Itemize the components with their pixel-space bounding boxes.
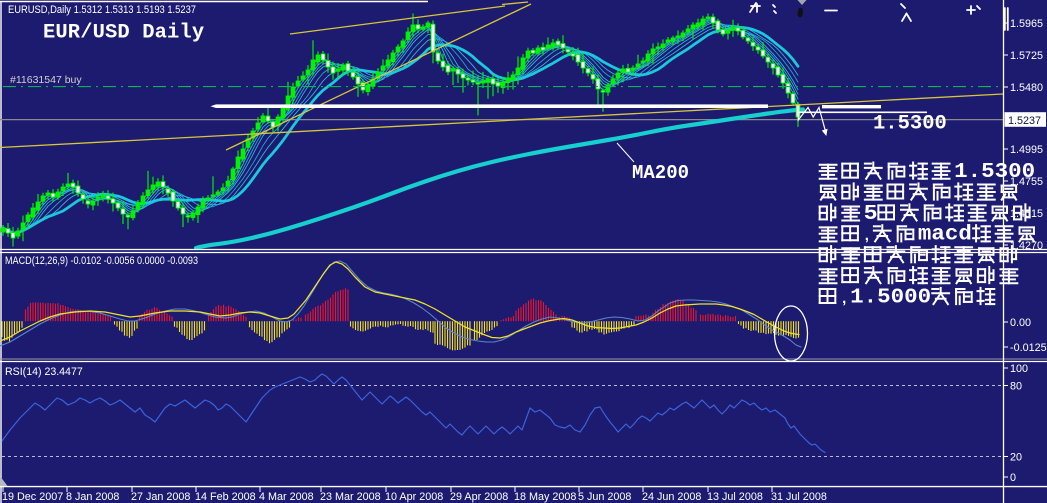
svg-text:80: 80 <box>1010 381 1022 393</box>
svg-text:14 Feb 2008: 14 Feb 2008 <box>195 491 256 503</box>
svg-text:MA200: MA200 <box>632 162 689 184</box>
svg-text:1.5965: 1.5965 <box>1010 18 1043 30</box>
svg-text:20: 20 <box>1010 452 1022 464</box>
svg-text:8 Jan 2008: 8 Jan 2008 <box>66 491 119 503</box>
svg-text:29 Apr 2008: 29 Apr 2008 <box>450 491 508 503</box>
svg-text:MACD(12,26,9) -0.0102 -0.0056: MACD(12,26,9) -0.0102 -0.0056 0.0000 -0.… <box>5 255 198 267</box>
svg-text:5: 5 <box>864 203 878 226</box>
svg-text:100: 100 <box>1010 363 1028 375</box>
svg-text:EUR/USD Daily: EUR/USD Daily <box>43 22 204 45</box>
svg-text:1.5000: 1.5000 <box>850 286 931 309</box>
svg-text:24 Jun 2008: 24 Jun 2008 <box>642 491 701 503</box>
svg-text:5 Jun 2008: 5 Jun 2008 <box>578 491 631 503</box>
svg-text:#11631547 buy: #11631547 buy <box>10 74 82 86</box>
svg-text:1.5300: 1.5300 <box>954 161 1035 184</box>
svg-text:0: 0 <box>1010 472 1016 484</box>
svg-text:4 Mar 2008: 4 Mar 2008 <box>259 491 314 503</box>
svg-text:1.4515: 1.4515 <box>1010 208 1043 220</box>
svg-text:1.5480: 1.5480 <box>1010 82 1043 94</box>
svg-text:13 Jul 2008: 13 Jul 2008 <box>707 491 763 503</box>
svg-text:EURUSD,Daily 1.5312 1.5313 1.: EURUSD,Daily 1.5312 1.5313 1.5193 1.5237 <box>8 4 196 16</box>
svg-text:RSI(14) 23.4477: RSI(14) 23.4477 <box>5 366 83 378</box>
svg-text:,: , <box>865 227 869 244</box>
svg-text:,: , <box>842 290 846 307</box>
svg-text:0.00: 0.00 <box>1010 317 1031 329</box>
svg-text:31 Jul 2008: 31 Jul 2008 <box>771 491 827 503</box>
svg-text:19 Dec 2007: 19 Dec 2007 <box>2 491 63 503</box>
svg-text:1.5725: 1.5725 <box>1010 50 1043 62</box>
svg-text:1.4995: 1.4995 <box>1010 144 1043 156</box>
svg-text:10 Apr 2008: 10 Apr 2008 <box>385 491 443 503</box>
svg-text:1.4270: 1.4270 <box>1010 240 1043 252</box>
svg-text:1.5237: 1.5237 <box>1008 115 1041 127</box>
svg-text:18 May 2008: 18 May 2008 <box>514 491 576 503</box>
svg-text:-0.0125: -0.0125 <box>1010 342 1047 354</box>
svg-text:1.5300: 1.5300 <box>873 113 947 136</box>
svg-text:macd: macd <box>918 224 972 247</box>
svg-text:23 Mar 2008: 23 Mar 2008 <box>320 491 381 503</box>
svg-text:1.4755: 1.4755 <box>1010 176 1043 188</box>
svg-text:27 Jan 2008: 27 Jan 2008 <box>131 491 190 503</box>
